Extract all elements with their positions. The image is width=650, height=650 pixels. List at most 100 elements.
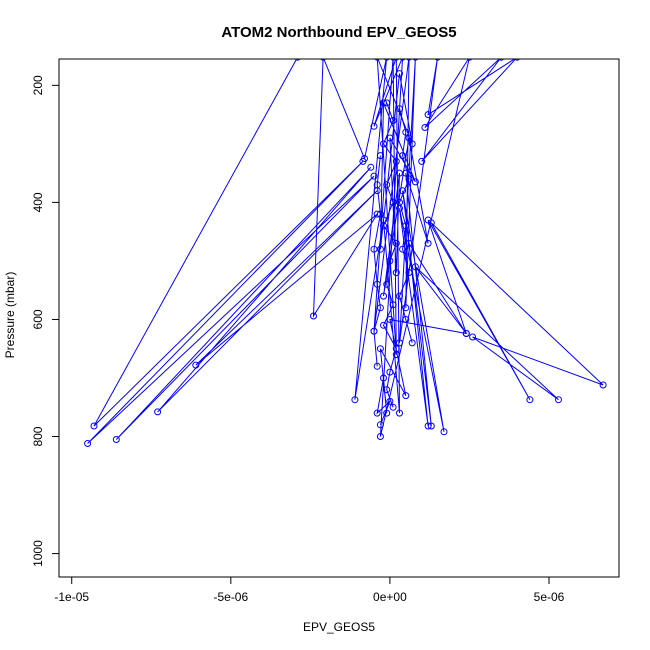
data-point — [418, 157, 426, 165]
data-point — [514, 59, 521, 61]
data-point — [154, 408, 162, 416]
data-point — [402, 222, 410, 230]
data-point — [376, 210, 384, 218]
data-point — [376, 421, 384, 429]
data-point — [383, 99, 391, 107]
data-point — [405, 269, 413, 277]
y-axis: 200 400 600 800 1000 — [31, 75, 60, 567]
data-point — [411, 178, 419, 186]
data-point — [396, 409, 403, 417]
data-point — [380, 321, 387, 329]
data-point — [392, 269, 400, 277]
y-tick-label: 1000 — [31, 540, 45, 567]
series-2 — [380, 99, 400, 411]
plot-area — [84, 59, 607, 447]
data-point — [396, 70, 403, 78]
series-line — [373, 155, 381, 367]
data-point — [367, 163, 375, 171]
data-point — [383, 386, 391, 394]
data-point — [84, 440, 92, 447]
data-point — [405, 59, 413, 61]
data-point — [370, 327, 378, 335]
data-point — [386, 316, 394, 323]
data-point — [408, 339, 416, 347]
data-point — [320, 59, 327, 61]
data-point — [399, 245, 407, 253]
data-point — [396, 339, 403, 347]
data-point — [373, 409, 381, 417]
data-point — [112, 436, 120, 443]
y-tick-label: 400 — [31, 192, 45, 212]
data-point — [351, 396, 359, 404]
data-point — [389, 403, 397, 411]
data-point — [498, 59, 505, 61]
x-axis-label: EPV_GEOS5 — [303, 620, 375, 634]
data-point — [424, 111, 432, 119]
series-3 — [396, 105, 416, 347]
data-point — [386, 368, 394, 376]
data-point — [402, 316, 410, 323]
x-tick-label: 5e-06 — [534, 590, 565, 604]
data-point — [374, 59, 381, 61]
data-point — [386, 134, 394, 142]
y-axis-label: Pressure (mbar) — [3, 272, 17, 359]
data-point — [427, 422, 435, 430]
data-point — [412, 59, 419, 61]
data-point — [376, 152, 384, 160]
data-point — [373, 362, 381, 370]
x-tick-label: -5e-06 — [213, 590, 248, 604]
data-point — [462, 330, 470, 337]
data-point — [402, 128, 410, 136]
data-point — [380, 292, 387, 300]
data-point — [383, 181, 391, 189]
data-point — [361, 155, 368, 162]
data-point — [396, 105, 403, 113]
data-point — [396, 198, 403, 206]
data-point — [370, 122, 378, 130]
data-point — [376, 433, 384, 440]
chart-title: ATOM2 Northbound EPV_GEOS5 — [221, 24, 456, 41]
series-1 — [84, 59, 607, 447]
data-point — [399, 152, 407, 160]
data-point — [383, 409, 391, 417]
data-point — [370, 245, 378, 253]
series-line — [87, 59, 604, 444]
data-point — [380, 99, 387, 107]
data-point — [392, 157, 400, 165]
data-point — [376, 304, 384, 312]
data-point — [526, 396, 534, 404]
data-point — [373, 181, 381, 189]
data-point — [376, 345, 384, 353]
data-point — [383, 59, 390, 61]
data-point — [402, 169, 410, 177]
data-point — [396, 292, 403, 300]
data-point — [399, 59, 406, 61]
data-point — [380, 222, 387, 230]
series-4 — [370, 152, 384, 370]
data-point — [405, 134, 413, 142]
data-point — [386, 257, 394, 265]
data-point — [380, 140, 387, 148]
data-point — [192, 361, 200, 369]
series-line — [398, 108, 413, 344]
data-point — [405, 175, 413, 183]
data-point — [434, 59, 441, 61]
plot-frame — [58, 58, 620, 578]
data-point — [555, 396, 562, 404]
data-point — [389, 117, 397, 124]
data-point — [393, 59, 400, 61]
data-point — [389, 301, 397, 309]
series-line — [382, 102, 397, 408]
data-point — [370, 172, 378, 180]
data-point — [392, 345, 400, 353]
y-tick-label: 600 — [31, 309, 45, 329]
data-point — [440, 428, 448, 436]
x-tick-label: -1e-05 — [54, 590, 89, 604]
data-point — [427, 219, 435, 227]
x-axis: -1e-05 -5e-06 0e+00 5e-06 — [54, 576, 565, 604]
x-tick-label: 0e+00 — [373, 590, 407, 604]
data-point — [390, 59, 397, 61]
data-point — [421, 124, 429, 131]
data-point — [380, 374, 387, 382]
data-point — [310, 312, 317, 320]
